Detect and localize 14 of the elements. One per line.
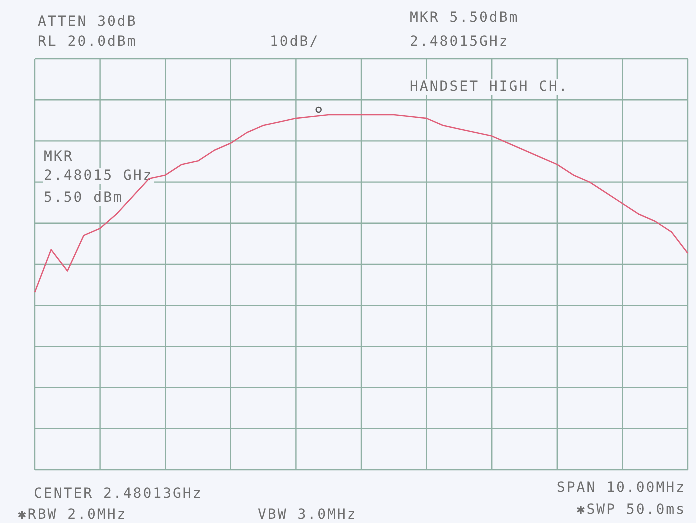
annotation: 5.50 dBm xyxy=(44,190,124,206)
text: MKR 5.50dBm xyxy=(410,10,520,26)
text: HANDSET HIGH CH. xyxy=(410,79,569,95)
annotation: 2.48015 GHz xyxy=(44,168,154,184)
text: 10dB/ xyxy=(270,34,320,50)
text: CENTER 2.48013GHz xyxy=(34,486,203,502)
text: ATTEN 30dB xyxy=(38,14,138,30)
text: 2.48015GHz xyxy=(410,34,510,50)
text: ✱SWP 50.0ms xyxy=(576,502,686,518)
text: ✱RBW 2.0MHz xyxy=(18,507,128,523)
text: SPAN 10.00MHz xyxy=(556,480,686,496)
text: RL 20.0dBm xyxy=(38,34,138,50)
text: VBW 3.0MHz xyxy=(258,507,358,523)
annotation: MKR xyxy=(44,149,74,165)
